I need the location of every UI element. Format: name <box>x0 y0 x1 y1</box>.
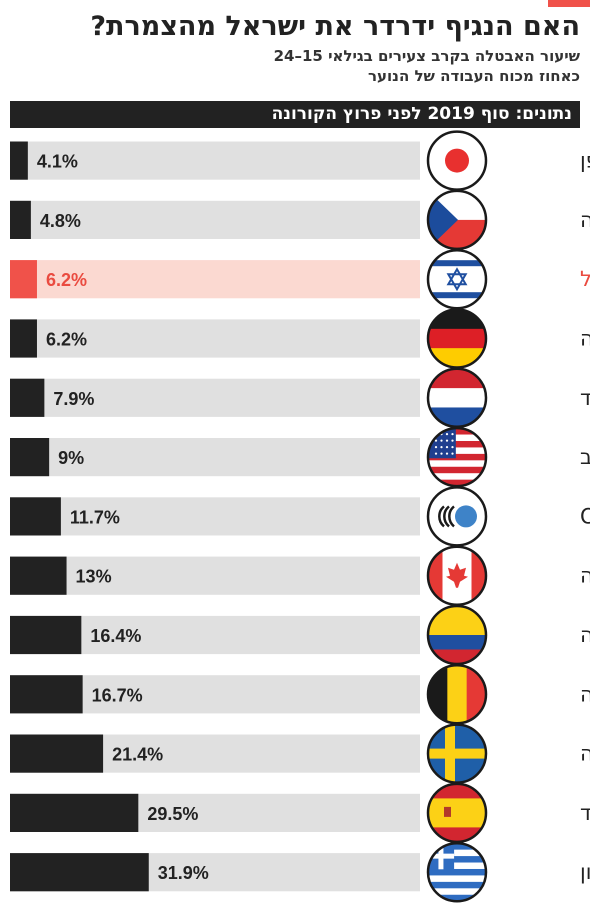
bar <box>10 556 67 595</box>
category-label: יוון <box>580 860 590 884</box>
category-label: קנדה <box>580 564 590 588</box>
value-label: 4.1% <box>37 152 78 172</box>
bar <box>10 200 31 239</box>
bar-track <box>10 260 420 299</box>
value-label: 9% <box>58 448 84 468</box>
bar <box>10 378 45 417</box>
bar-row: 16.7% בלגיה <box>10 664 590 725</box>
bar-row: 4.1% יפן <box>10 130 590 191</box>
sweden-flag-icon <box>426 723 488 784</box>
value-label: 4.8% <box>40 211 81 231</box>
bar <box>10 853 149 892</box>
oecd-logo-icon <box>426 486 488 547</box>
chart-title: האם הנגיף ידרדר את ישראל מהצמרת? <box>90 11 580 42</box>
germany-flag-icon <box>426 308 488 369</box>
value-label: 16.4% <box>90 626 141 646</box>
category-label: הולנד <box>580 386 590 410</box>
bar <box>10 734 104 773</box>
bar-row: 6.2% גרמניה <box>10 308 590 369</box>
colombia-flag-icon <box>426 604 488 666</box>
bar <box>10 497 61 536</box>
bar-row: 11.7% OECD <box>10 486 590 547</box>
data-note-banner: נתונים: סוף 2019 לפני פרוץ הקורונה <box>10 101 580 128</box>
bar <box>10 319 37 358</box>
czechia-flag-icon <box>426 189 488 251</box>
bar <box>10 615 82 655</box>
greece-flag-icon <box>426 841 488 903</box>
belgium-flag-icon <box>426 664 488 725</box>
value-label: 11.7% <box>70 507 120 527</box>
japan-flag-icon <box>426 130 488 191</box>
bar-track <box>10 378 420 417</box>
bar <box>10 675 83 714</box>
bar-track <box>10 438 420 477</box>
bar <box>10 141 28 180</box>
category-label: ספרד <box>580 801 590 825</box>
value-label: 6.2% <box>46 330 87 350</box>
usa-flag-icon <box>426 426 488 488</box>
chart-subtitle: שיעור האבטלה בקרב צעירים בגילאי 15–24 <box>273 47 580 65</box>
category-label: גרמניה <box>580 327 590 351</box>
value-label: 31.9% <box>158 863 209 883</box>
bar-row: 13% קנדה <box>10 545 590 606</box>
accent-bar <box>548 0 590 7</box>
category-label: ישראל <box>580 267 590 291</box>
bar-track <box>10 497 420 536</box>
bar-track <box>10 141 420 180</box>
value-label: 13% <box>76 567 112 587</box>
bar <box>10 793 139 832</box>
value-label: 16.7% <box>92 685 143 705</box>
bar <box>10 438 50 477</box>
bar-row: 6.2% ישראל <box>10 248 590 310</box>
category-label: קולומביה <box>580 623 590 647</box>
bar-row: 31.9% יוון <box>10 841 590 903</box>
category-label: בלגיה <box>580 682 590 706</box>
bar <box>10 260 37 299</box>
israel-flag-icon <box>426 248 488 310</box>
value-label: 7.9% <box>53 389 94 409</box>
category-label: ארה״ב <box>580 445 590 469</box>
value-label: 21.4% <box>112 745 163 765</box>
value-label: 29.5% <box>147 804 198 824</box>
category-label: יפן <box>580 149 590 173</box>
netherlands-flag-icon <box>426 367 488 429</box>
bar-row: 4.8% צ׳כיה <box>10 189 590 251</box>
chart-subtitle-2: כאחוז מכוח העבודה של הנוער <box>367 67 580 85</box>
value-label: 6.2% <box>46 270 87 290</box>
bar-track <box>10 319 420 358</box>
category-label: OECD <box>580 504 590 528</box>
category-label: שבדיה <box>580 742 590 766</box>
canada-flag-icon <box>426 545 488 606</box>
bar-track <box>10 556 420 595</box>
bar-track <box>10 200 420 239</box>
spain-flag-icon <box>426 782 488 844</box>
category-label: צ׳כיה <box>580 208 590 232</box>
bar-row: 21.4% שבדיה <box>10 723 590 784</box>
bar-row: 9% ארה״ב <box>10 426 590 488</box>
bar-row: 29.5% ספרד <box>10 782 590 844</box>
bar-row: 7.9% הולנד <box>10 367 590 429</box>
bar-row: 16.4% קולומביה <box>10 604 590 666</box>
